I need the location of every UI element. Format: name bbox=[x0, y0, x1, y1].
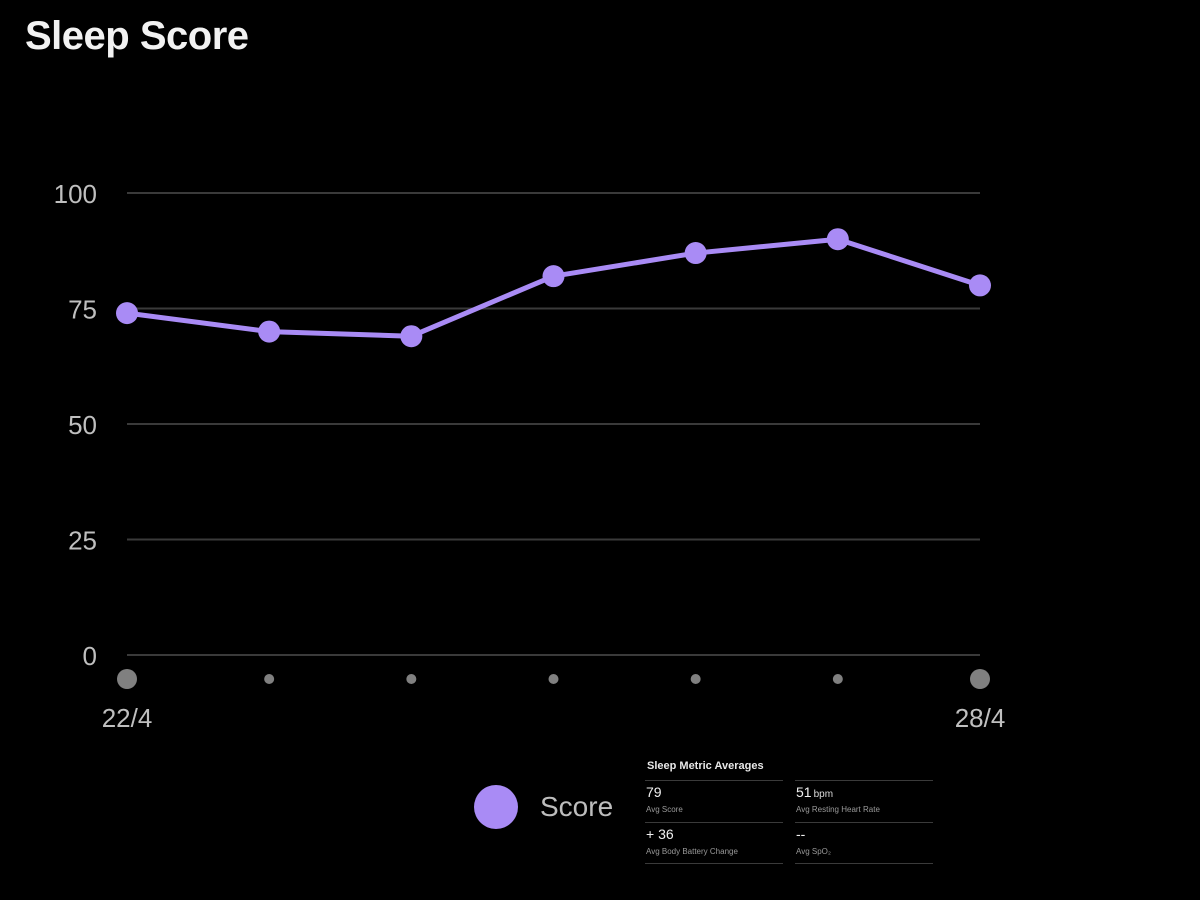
sleep-metric-averages-panel: Sleep Metric Averages 79 Avg Score 51 bpm… bbox=[645, 760, 935, 864]
x-tick-label-28-4: 28/4 bbox=[955, 703, 1006, 733]
x-tick-dot-5 bbox=[832, 674, 843, 684]
y-tick-label-75: 75 bbox=[68, 295, 97, 325]
metrics-grid: 79 Avg Score 51 bpm Avg Resting Heart Rat… bbox=[645, 780, 935, 864]
metric-value: 51 bpm bbox=[796, 784, 834, 800]
y-tick-label-100: 100 bbox=[54, 179, 97, 209]
data-point-27-4 bbox=[826, 228, 849, 251]
metric-value: -- bbox=[796, 826, 806, 842]
x-axis-tick-dots bbox=[117, 669, 990, 689]
x-tick-dot-4 bbox=[690, 674, 701, 684]
metric-label: Avg Resting Heart Rate bbox=[796, 805, 880, 814]
sleep-score-line-chart: 0 25 50 75 100 22/4 28/4 bbox=[54, 179, 1006, 733]
data-point-28-4 bbox=[969, 274, 991, 297]
y-axis-tick-labels: 0 25 50 75 100 bbox=[54, 179, 97, 671]
y-tick-label-25: 25 bbox=[68, 526, 97, 556]
metric-value: + 36 bbox=[646, 826, 674, 842]
metric-label: Avg Score bbox=[646, 805, 683, 814]
metric-avg-score: 79 Avg Score bbox=[645, 780, 783, 822]
data-point-22-4 bbox=[116, 302, 138, 325]
x-axis-tick-labels: 22/4 28/4 bbox=[102, 703, 1006, 733]
metric-label: Avg Body Battery Change bbox=[646, 847, 738, 856]
series-line-score bbox=[124, 236, 983, 339]
x-tick-dot-2 bbox=[406, 674, 417, 684]
page-title: Sleep Score bbox=[25, 14, 249, 58]
metrics-title: Sleep Metric Averages bbox=[647, 760, 764, 772]
y-tick-label-50: 50 bbox=[68, 410, 97, 440]
legend-label-score: Score bbox=[540, 791, 614, 822]
data-point-26-4 bbox=[684, 242, 707, 265]
metric-avg-spo2: -- Avg SpO₂ bbox=[795, 822, 933, 864]
x-tick-dot-0 bbox=[117, 669, 137, 689]
chart-legend: Score bbox=[474, 784, 613, 830]
data-point-23-4 bbox=[258, 320, 281, 343]
y-tick-label-0: 0 bbox=[83, 641, 97, 671]
x-tick-dot-1 bbox=[264, 674, 275, 684]
score-series bbox=[116, 228, 991, 348]
x-tick-label-22-4: 22/4 bbox=[102, 703, 153, 733]
legend-swatch-score bbox=[474, 785, 518, 829]
data-point-24-4 bbox=[400, 325, 423, 348]
metric-avg-body-battery-change: + 36 Avg Body Battery Change bbox=[645, 822, 783, 864]
metric-value: 79 bbox=[646, 784, 662, 800]
data-point-25-4 bbox=[542, 265, 565, 288]
metric-label: Avg SpO₂ bbox=[796, 847, 831, 856]
grid-layer bbox=[127, 192, 980, 656]
x-tick-dot-3 bbox=[548, 674, 559, 684]
metric-avg-resting-heart-rate: 51 bpm Avg Resting Heart Rate bbox=[795, 780, 933, 822]
x-tick-dot-6 bbox=[970, 669, 990, 689]
